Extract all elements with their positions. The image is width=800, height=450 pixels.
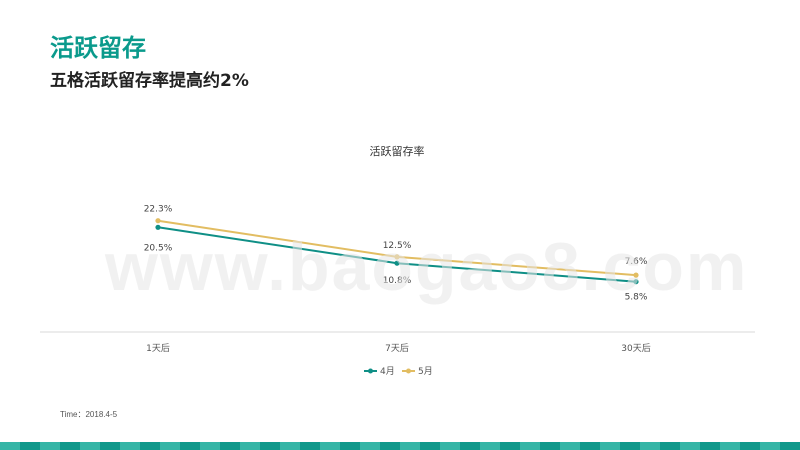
bar-segment [700,442,720,450]
data-point [633,272,639,278]
bar-segment [580,442,600,450]
bar-segment [560,442,580,450]
bar-segment [220,442,240,450]
data-point [155,218,161,224]
x-tick-label: 30天后 [621,343,650,354]
bar-segment [780,442,800,450]
bar-segment [160,442,180,450]
data-label: 12.5% [383,241,412,251]
data-label: 20.5% [144,243,173,253]
chart-title: 活跃留存率 [370,144,425,158]
bar-segment [480,442,500,450]
bar-segment [20,442,40,450]
bar-segment [140,442,160,450]
bar-segment [340,442,360,450]
bar-segment [300,442,320,450]
bar-segment [680,442,700,450]
data-point [394,254,400,260]
bar-segment [240,442,260,450]
data-point [155,224,161,230]
data-point [394,260,400,266]
bar-segment [260,442,280,450]
legend-marker [368,368,373,374]
legend-marker [406,368,411,374]
bar-segment [540,442,560,450]
data-label: 7.6% [625,257,648,267]
bar-segment [400,442,420,450]
bar-segment [500,442,520,450]
bar-segment [760,442,780,450]
bar-segment [640,442,660,450]
legend: 4月 5月 [364,366,433,377]
data-point [633,279,639,285]
series-lines: 20.5% 10.8% 5.8% 22.3% 12.5% 7.6% [144,205,648,303]
bar-segment [60,442,80,450]
page-title: 活跃留存 [50,34,146,62]
bar-segment [80,442,100,450]
decorative-bottom-bar [0,442,800,450]
time-footnote: Time：2018.4-5 [60,410,118,419]
bar-segment [460,442,480,450]
bar-segment [200,442,220,450]
bar-segment [180,442,200,450]
bar-segment [740,442,760,450]
bar-segment [100,442,120,450]
bar-segment [40,442,60,450]
bar-segment [380,442,400,450]
bar-segment [360,442,380,450]
bar-segment [120,442,140,450]
bar-segment [600,442,620,450]
bar-segment [720,442,740,450]
bar-segment [0,442,20,450]
data-label: 5.8% [625,293,648,303]
x-tick-label: 1天后 [146,343,170,354]
bar-segment [620,442,640,450]
bar-segment [420,442,440,450]
bar-segment [440,442,460,450]
bar-segment [660,442,680,450]
bar-segment [280,442,300,450]
legend-label: 5月 [418,366,433,377]
bar-segment [320,442,340,450]
bar-segment [520,442,540,450]
x-tick-labels: 1天后 7天后 30天后 [146,343,651,354]
legend-label: 4月 [380,366,395,377]
x-tick-label: 7天后 [385,343,409,354]
data-label: 22.3% [144,205,173,215]
page-subtitle: 五格活跃留存率提高约2% [50,71,249,91]
data-label: 10.8% [383,276,412,286]
